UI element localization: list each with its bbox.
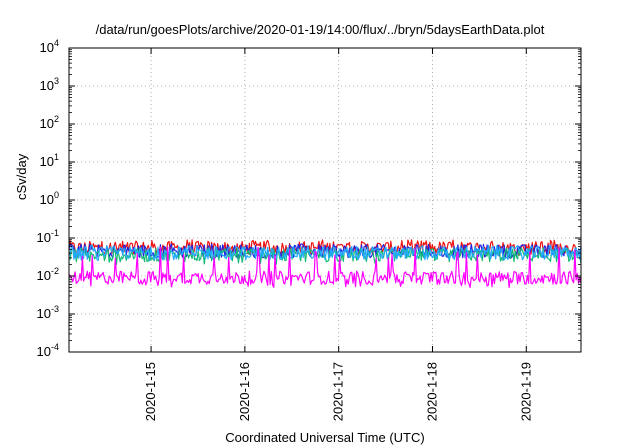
series-group (68, 239, 582, 288)
series-line-3 (68, 244, 582, 262)
x-tick-label: 2020-1-18 (424, 362, 439, 421)
y-tick-label: 103 (40, 76, 59, 93)
y-tick-label: 100 (40, 190, 59, 207)
x-tick-label: 2020-1-19 (518, 362, 533, 421)
y-tick-label: 10-1 (37, 228, 59, 245)
x-ticks: 2020-1-15 2020-1-16 2020-1-17 2020-1-18 2020… (143, 48, 533, 421)
y-tick-label: 101 (40, 152, 59, 169)
y-tick-label: 104 (40, 38, 59, 55)
y-ticks: 10-4 10-3 10-2 10-1 100 101 102 103 104 (37, 38, 581, 359)
x-axis-label: Coordinated Universal Time (UTC) (225, 430, 425, 445)
chart-title: /data/run/goesPlots/archive/2020-01-19/1… (95, 22, 545, 37)
y-tick-label: 10-2 (37, 266, 59, 283)
grid-lines (69, 48, 581, 352)
y-tick-label: 10-3 (37, 304, 59, 321)
y-tick-label: 102 (40, 114, 59, 131)
x-tick-label: 2020-1-17 (331, 362, 346, 421)
x-tick-label: 2020-1-15 (143, 362, 158, 421)
x-tick-label: 2020-1-16 (237, 362, 252, 421)
y-tick-label: 10-4 (37, 342, 59, 359)
series-line-4 (68, 246, 582, 288)
